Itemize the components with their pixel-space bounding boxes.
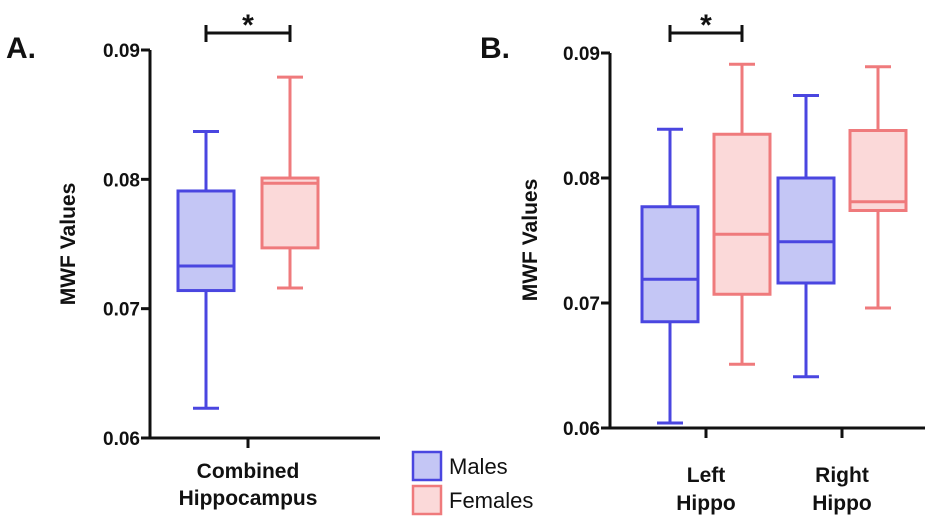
panel-b-y-tick-label: 0.09: [563, 44, 600, 65]
panel-b-box-females: [712, 62, 772, 366]
panel-a-axes: 0.06 0.07 0.08 0.09 Combined Hippocampus: [103, 41, 380, 510]
panel-b-box-females: [848, 65, 908, 310]
panel-b-significance-star: *: [700, 9, 712, 42]
panel-a-y-tick-label: 0.08: [103, 170, 140, 191]
panel-b-boxes: [640, 62, 908, 425]
panel-b: B. MWF Values 0.06 0.07 0.08 0.09 Left Hippo R…: [480, 9, 925, 515]
panel-a-significance-star: *: [242, 9, 254, 42]
panel-a-box-males: [176, 129, 236, 410]
panel-a-boxes: [176, 75, 320, 410]
legend-item-females: Females: [411, 484, 533, 516]
panel-a-y-axis-title: MWF Values: [57, 183, 80, 306]
iqr-box: [712, 132, 772, 296]
legend-label-females: Females: [449, 488, 533, 513]
legend-swatch-females: [411, 484, 443, 516]
panel-b-x-tick-label: Hippo: [812, 492, 871, 515]
panel-a: A. MWF Values 0.06 0.07 0.08 0.09 Combined Hi…: [6, 9, 380, 510]
panel-b-significance: *: [668, 9, 744, 42]
panel-b-box-males: [776, 94, 836, 379]
panel-b-x-tick-label: Hippo: [676, 492, 735, 515]
panel-b-label: B.: [480, 32, 510, 65]
panel-b-y-axis-title: MWF Values: [519, 179, 542, 302]
iqr-box: [176, 189, 236, 293]
panel-a-y-tick-label: 0.09: [103, 41, 140, 62]
iqr-box: [848, 129, 908, 212]
legend: Males Females: [411, 450, 533, 516]
panel-b-axes: 0.06 0.07 0.08 0.09 Left Hippo Right Hippo: [563, 44, 925, 515]
panel-b-y-tick-label: 0.06: [563, 419, 600, 440]
iqr-box: [260, 176, 320, 250]
panel-a-box-females: [260, 75, 320, 290]
iqr-box: [640, 205, 700, 324]
panel-a-y-tick-label: 0.06: [103, 429, 140, 450]
panel-a-significance: *: [204, 9, 292, 42]
panel-a-x-tick-label: Hippocampus: [179, 487, 318, 510]
panel-b-y-tick-label: 0.07: [563, 294, 600, 315]
legend-label-males: Males: [449, 454, 508, 479]
panel-a-y-tick-label: 0.07: [103, 300, 140, 321]
legend-swatch-males: [411, 450, 443, 482]
legend-item-males: Males: [411, 450, 508, 482]
panel-b-x-tick-label: Right: [815, 464, 869, 487]
panel-a-label: A.: [6, 32, 36, 65]
panel-b-y-tick-label: 0.08: [563, 169, 600, 190]
panel-a-x-tick-label: Combined: [197, 460, 300, 483]
panel-b-box-males: [640, 127, 700, 425]
iqr-box: [776, 176, 836, 285]
panel-b-x-tick-label: Left: [687, 464, 726, 487]
